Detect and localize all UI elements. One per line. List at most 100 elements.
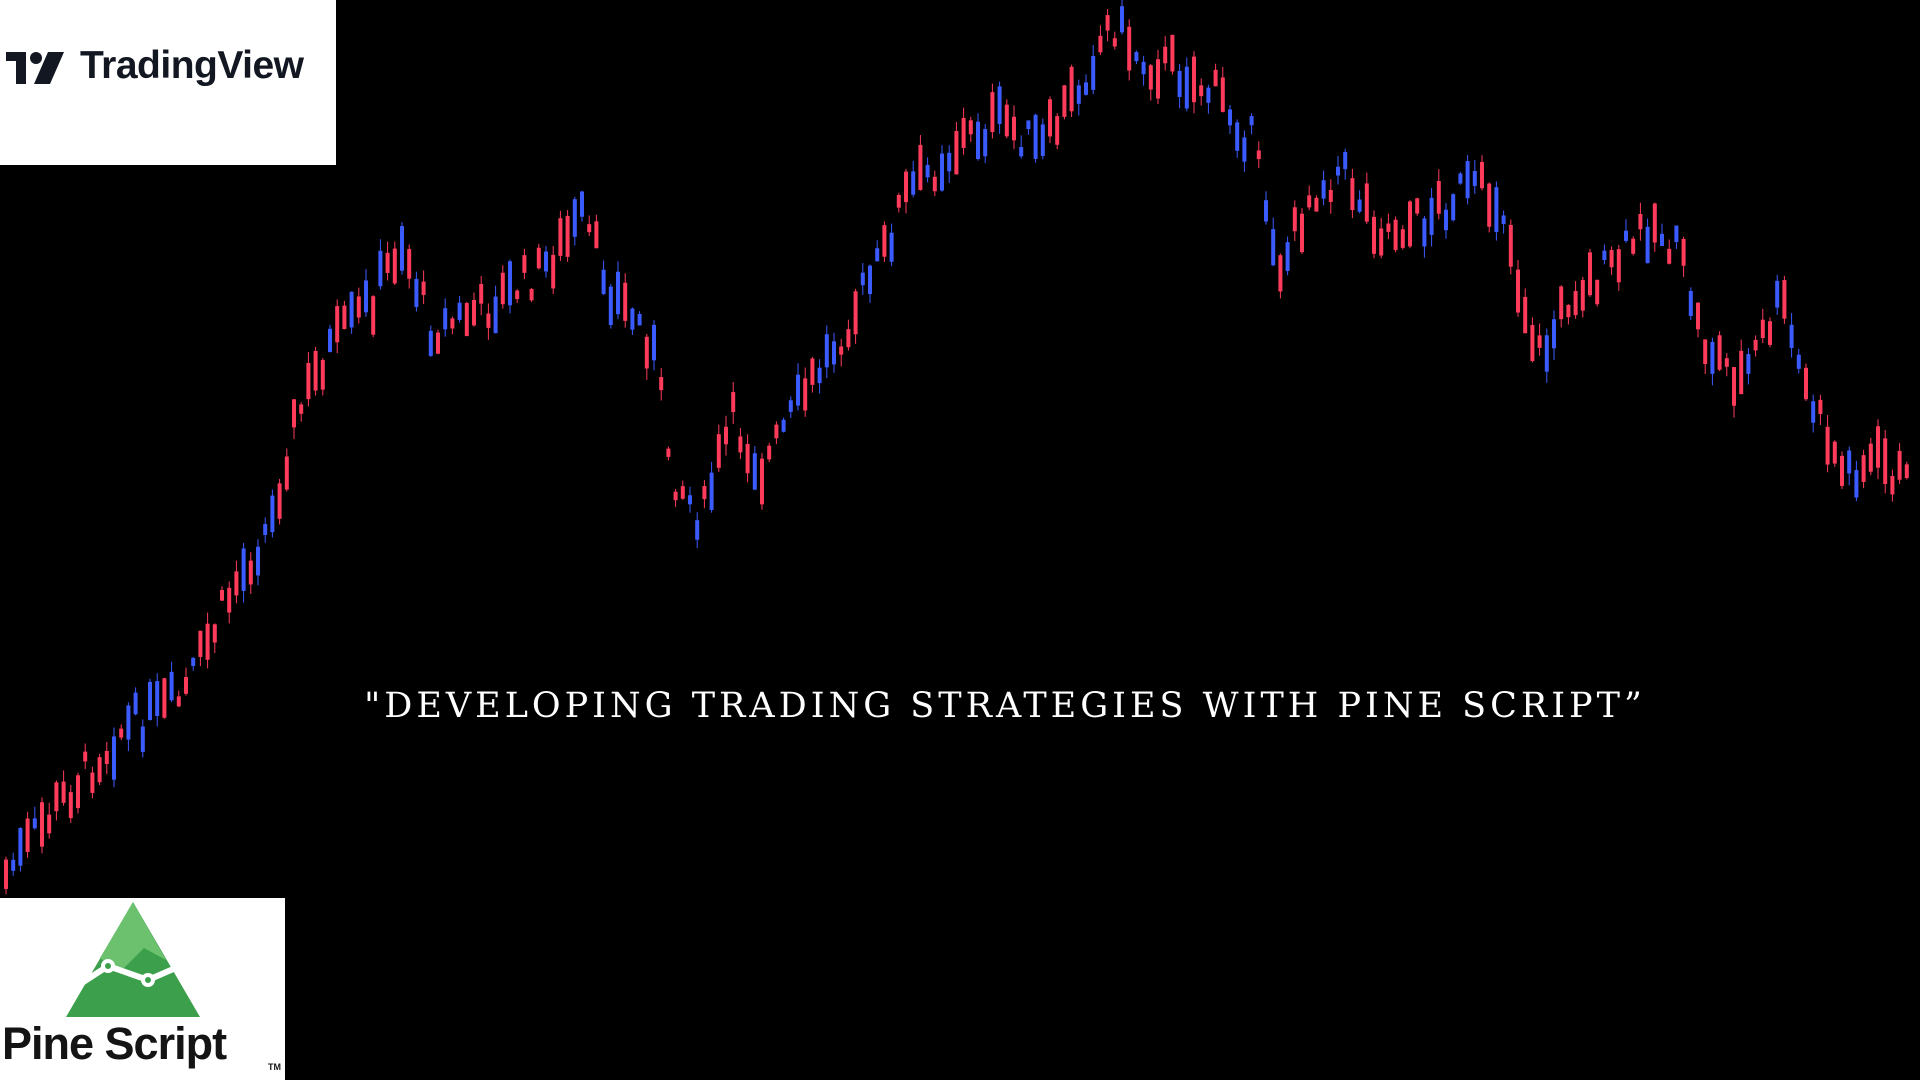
candle — [745, 434, 750, 483]
candle-body — [1645, 226, 1650, 264]
candle — [1667, 239, 1672, 265]
candle — [868, 264, 872, 303]
candle-body — [162, 678, 167, 718]
candle-body — [1235, 122, 1240, 151]
candle — [702, 480, 707, 509]
candle — [644, 333, 649, 380]
candle — [47, 802, 52, 839]
candle-body — [940, 153, 944, 191]
candle — [1732, 366, 1736, 418]
candle — [947, 145, 952, 183]
candle — [1148, 63, 1153, 101]
candle-body — [925, 164, 930, 178]
candle — [1069, 64, 1074, 118]
candle — [162, 677, 167, 719]
candle-body — [176, 696, 181, 707]
candle — [1134, 50, 1139, 65]
candle — [1408, 200, 1412, 249]
candle — [1127, 19, 1132, 81]
candle — [263, 517, 268, 543]
candle-body — [788, 400, 793, 412]
candle — [1228, 105, 1232, 134]
candle — [1501, 210, 1506, 234]
candle — [875, 240, 880, 262]
candle-body — [212, 624, 217, 643]
candle-body — [1141, 61, 1146, 75]
candle-body — [1321, 180, 1326, 199]
candle — [652, 320, 656, 371]
candle-body — [1580, 280, 1585, 311]
candle — [1156, 49, 1160, 105]
candle — [1724, 353, 1729, 377]
candle — [1883, 430, 1888, 494]
candle — [1379, 217, 1384, 259]
candle-body — [623, 282, 628, 321]
candle-body — [1753, 339, 1758, 351]
candle — [1537, 323, 1542, 356]
candle — [1271, 217, 1276, 267]
candle — [1206, 84, 1211, 114]
candle-body — [1566, 304, 1571, 318]
candle-body — [40, 802, 44, 847]
candle — [284, 448, 289, 492]
candle-body — [990, 92, 995, 133]
candle-body — [472, 299, 476, 326]
candle-body — [1112, 38, 1117, 47]
candle-body — [1624, 230, 1628, 241]
candle-body — [904, 171, 908, 203]
candle — [522, 248, 527, 280]
candle — [608, 283, 613, 329]
candle-body — [752, 453, 757, 490]
candle-body — [335, 306, 340, 343]
candle-body — [918, 144, 923, 190]
candle-body — [11, 859, 16, 871]
candle — [1832, 440, 1837, 467]
candle-body — [1436, 181, 1441, 214]
candle — [1314, 195, 1319, 212]
candle — [443, 298, 448, 337]
candle-body — [817, 367, 822, 384]
candle-body — [1285, 242, 1290, 271]
candle-body — [364, 280, 368, 313]
candle-body — [248, 560, 253, 585]
candle-body — [500, 272, 505, 305]
candle — [1415, 197, 1420, 216]
candle-body — [1573, 291, 1578, 316]
candle — [1235, 119, 1240, 158]
candle — [1847, 446, 1852, 486]
candle-body — [1177, 70, 1182, 98]
candle — [558, 210, 563, 262]
candle-body — [1249, 116, 1254, 126]
candle — [1012, 105, 1016, 150]
candle — [1040, 118, 1045, 160]
candle-body — [1494, 187, 1499, 232]
candle-body — [1537, 335, 1542, 348]
candle-body — [1804, 367, 1808, 400]
candle — [1588, 249, 1592, 298]
candle — [1811, 394, 1816, 433]
candle-body — [954, 131, 959, 175]
candle-body — [947, 152, 952, 172]
candle-body — [1674, 225, 1679, 243]
candle — [1098, 25, 1103, 55]
candle — [774, 421, 779, 445]
candle-body — [810, 358, 815, 385]
candle-body — [400, 226, 404, 271]
candle-body — [558, 218, 563, 256]
candle — [407, 244, 412, 289]
candle — [976, 113, 980, 161]
candle-body — [1883, 438, 1888, 484]
candle-body — [1897, 450, 1902, 480]
candle — [767, 442, 772, 463]
candle-body — [1228, 109, 1232, 126]
candle — [1120, 0, 1124, 35]
candle — [133, 687, 138, 716]
candle-body — [198, 630, 203, 657]
candle — [220, 586, 224, 601]
candle — [616, 261, 620, 320]
candle — [472, 292, 476, 327]
candle — [342, 300, 347, 330]
candle-body — [824, 334, 829, 368]
candle-body — [1868, 443, 1873, 472]
candle-body — [191, 657, 196, 666]
